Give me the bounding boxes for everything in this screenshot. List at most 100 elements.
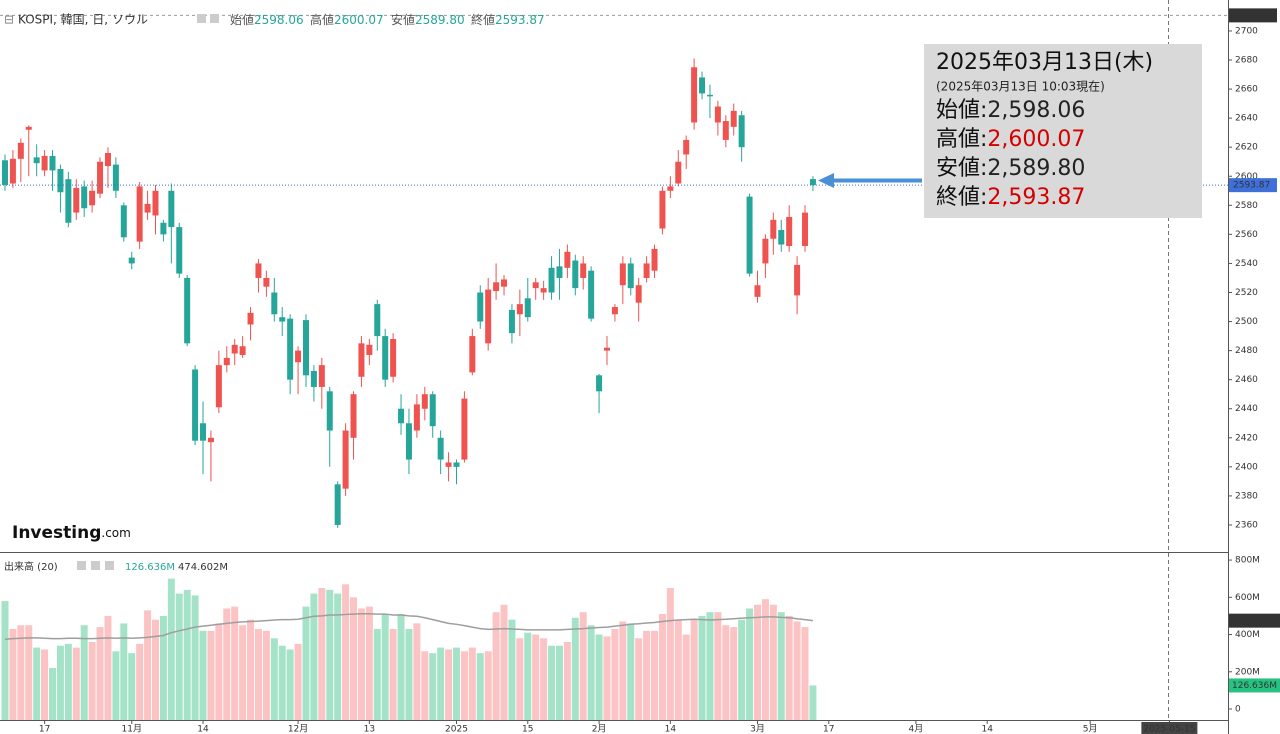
candle-body <box>200 423 207 441</box>
volume-bar <box>96 627 104 720</box>
marks <box>0 14 1228 720</box>
info-value: 2,589.80 <box>987 156 1085 181</box>
candle-body <box>215 365 222 408</box>
candle-body <box>279 317 286 322</box>
candle-body <box>667 186 674 191</box>
candle-body <box>580 263 587 278</box>
volume-bar <box>429 653 437 720</box>
header-value: 2593.87 <box>495 13 545 27</box>
icon[interactable] <box>77 561 86 570</box>
volume-bar <box>769 604 777 720</box>
x-tick-label: 11月 <box>122 724 142 734</box>
candle-body <box>382 336 389 380</box>
y2-tick-label: 800M <box>1235 556 1260 566</box>
candle-body <box>41 155 48 171</box>
volume-value: 126.636M <box>125 562 175 573</box>
candle-body <box>627 263 634 289</box>
y-tick-label: 2500 <box>1235 317 1258 327</box>
candle-body <box>104 153 111 167</box>
x-tick-label: 15 <box>522 725 533 734</box>
info-rows: 始値:2,598.06高値:2,600.07安値:2,589.80終値:2,59… <box>936 98 1085 210</box>
info-label: 終値: <box>936 185 987 210</box>
header-label: 安値 <box>391 12 415 27</box>
y-tick-label: 2700 <box>1235 26 1258 36</box>
candle-body <box>461 398 468 460</box>
icon[interactable] <box>91 561 100 570</box>
volume-bar <box>278 645 286 720</box>
icon[interactable] <box>197 14 206 23</box>
volume-bar <box>239 625 247 720</box>
candle-body <box>57 168 64 193</box>
volume-bar <box>801 627 809 720</box>
volume-bar <box>516 638 524 720</box>
x-tick-label: 2月 <box>592 724 607 734</box>
volume-bar <box>262 630 270 720</box>
volume-bar <box>9 628 17 720</box>
candle-body <box>310 370 317 387</box>
candle-body <box>722 121 729 140</box>
volume-bar <box>120 623 128 720</box>
volume-bar <box>595 634 603 720</box>
volume-bar <box>41 649 49 720</box>
volume-marker-label: 126.636M <box>1232 681 1277 691</box>
candle-body <box>770 219 777 239</box>
candle-body <box>342 430 349 489</box>
volume-bar <box>540 638 548 720</box>
candle-body <box>469 336 476 373</box>
info-row: 安値:2,589.80 <box>936 156 1085 181</box>
volume-bar <box>112 651 120 720</box>
candle-body <box>358 343 365 377</box>
candle-body <box>334 484 341 525</box>
volume-bar <box>809 685 817 720</box>
y-tick-label: 2680 <box>1235 56 1258 66</box>
y-tick-label: 2660 <box>1235 85 1258 95</box>
y-tick-label: 2620 <box>1235 143 1258 153</box>
y-tick-label: 2480 <box>1235 346 1258 356</box>
header-item: 高値2600.07 <box>310 12 384 27</box>
collapse-icon[interactable]: ⊟ <box>4 13 14 27</box>
volume-bar <box>635 638 643 720</box>
arrow-head <box>818 173 834 188</box>
header-label: 始値 <box>230 12 254 27</box>
y2-tick-label: 400M <box>1235 630 1260 640</box>
volume-bar <box>643 630 651 720</box>
volume-bar <box>270 638 278 720</box>
volume-bar <box>294 643 302 720</box>
volume-bar <box>563 641 571 720</box>
candle-body <box>255 263 262 278</box>
volume-bar <box>579 612 587 720</box>
volume-bar <box>342 584 350 720</box>
candle-body <box>572 260 579 289</box>
candle-body <box>168 190 175 228</box>
price-marker-label: 2593.87 <box>1233 181 1270 191</box>
icon[interactable] <box>105 561 114 570</box>
candle-body <box>675 161 682 184</box>
volume-bar <box>611 628 619 720</box>
icon[interactable] <box>210 14 219 23</box>
candle-body <box>706 94 713 97</box>
y2-tick-label: 600M <box>1235 593 1260 603</box>
header-items: 始値2598.06 高値2600.07 安値2589.80 終値2593.87 <box>230 12 545 27</box>
volume-bar <box>286 649 294 720</box>
candle-body <box>437 437 444 460</box>
candle-body <box>49 155 56 171</box>
candle-body <box>263 277 270 287</box>
volume-bar <box>17 625 25 720</box>
candle-body <box>588 270 595 319</box>
volume-bar <box>159 615 167 720</box>
volume-bar <box>318 588 326 720</box>
volume-bar <box>777 612 785 720</box>
header-item: 安値2589.80 <box>391 12 465 27</box>
info-value: 2,598.06 <box>987 98 1085 123</box>
volume-bar <box>88 641 96 720</box>
candle-body <box>295 350 302 363</box>
volume-bar <box>136 643 144 720</box>
volume-bar <box>49 668 57 720</box>
volume-bar <box>334 593 342 720</box>
header-item: 始値2598.06 <box>230 12 304 27</box>
y-tick-label: 2560 <box>1235 230 1258 240</box>
candle-body <box>794 264 801 296</box>
volume-bar <box>658 614 666 720</box>
candle-body <box>611 307 618 315</box>
x-tick-label: 17 <box>39 725 50 734</box>
